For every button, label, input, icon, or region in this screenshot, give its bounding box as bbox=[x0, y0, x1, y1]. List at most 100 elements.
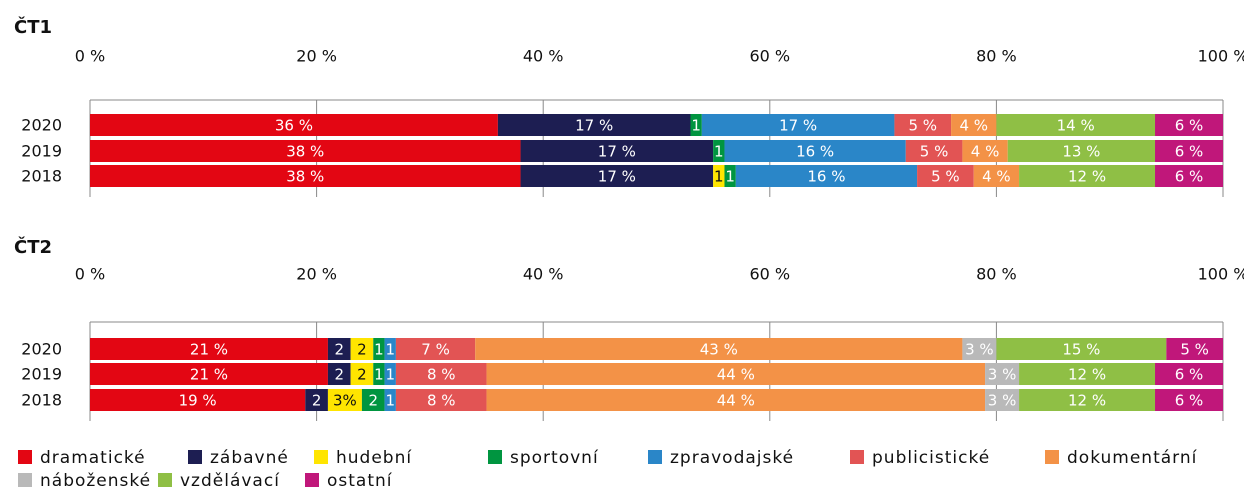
data-label: 2 bbox=[357, 366, 367, 384]
data-label: 44 % bbox=[717, 392, 755, 410]
bar-segment bbox=[1019, 389, 1156, 411]
y-tick-label: 2018 bbox=[21, 391, 62, 410]
bar-segment bbox=[1155, 389, 1223, 411]
legend-swatch bbox=[18, 473, 32, 487]
data-label: 19 % bbox=[179, 392, 217, 410]
legend-label: dramatické bbox=[40, 448, 146, 468]
bar-segment bbox=[486, 389, 986, 411]
data-label: 4 % bbox=[971, 143, 1000, 161]
data-label: 38 % bbox=[286, 168, 324, 186]
data-label: 1 bbox=[691, 117, 701, 135]
bar-segment bbox=[384, 363, 396, 385]
bar-segment bbox=[90, 389, 306, 411]
data-label: 21 % bbox=[190, 366, 228, 384]
bar-segment bbox=[951, 114, 997, 136]
chart-title: ČT1 bbox=[14, 16, 52, 38]
x-tick-label: 20 % bbox=[296, 265, 337, 284]
data-label: 6 % bbox=[1175, 143, 1204, 161]
x-tick-label: 40 % bbox=[523, 47, 564, 66]
bar-segment bbox=[327, 338, 351, 360]
bar-segment bbox=[90, 140, 521, 162]
data-label: 4 % bbox=[959, 117, 988, 135]
bar-segment bbox=[985, 389, 1020, 411]
bar-segment bbox=[973, 165, 1020, 187]
bar-segment bbox=[305, 389, 328, 411]
data-label: 21 % bbox=[190, 341, 228, 359]
bar-segment bbox=[520, 165, 714, 187]
data-label: 16 % bbox=[796, 143, 834, 161]
data-label: 2 bbox=[368, 392, 378, 410]
legend-label: sportovní bbox=[510, 448, 599, 468]
x-tick-label: 40 % bbox=[523, 265, 564, 284]
bar-segment bbox=[361, 389, 385, 411]
bar-segment bbox=[996, 114, 1156, 136]
bar-segment bbox=[475, 338, 963, 360]
y-tick-label: 2019 bbox=[21, 142, 62, 161]
bar-segment bbox=[1155, 140, 1223, 162]
y-tick-label: 2019 bbox=[21, 365, 62, 384]
bar-segment bbox=[350, 363, 374, 385]
data-label: 17 % bbox=[598, 143, 636, 161]
data-label: 1 bbox=[385, 392, 395, 410]
data-label: 14 % bbox=[1057, 117, 1095, 135]
x-tick-label: 0 % bbox=[75, 265, 105, 284]
legend-swatch bbox=[18, 450, 32, 464]
legend-label: publicistické bbox=[872, 448, 990, 468]
data-label: 8 % bbox=[427, 392, 456, 410]
bar-segment bbox=[520, 140, 714, 162]
bar-segment bbox=[1155, 114, 1223, 136]
data-label: 5 % bbox=[931, 168, 960, 186]
chart-title: ČT2 bbox=[14, 236, 52, 258]
bar-segment bbox=[701, 114, 895, 136]
bar-segment bbox=[1155, 165, 1223, 187]
y-tick-label: 2018 bbox=[21, 167, 62, 186]
bar-segment bbox=[724, 165, 736, 187]
data-label: 7 % bbox=[421, 341, 450, 359]
bar-segment bbox=[90, 363, 328, 385]
legend-label: vzdělávací bbox=[180, 471, 280, 488]
bar-segment bbox=[690, 114, 702, 136]
data-label: 5 % bbox=[908, 117, 937, 135]
x-tick-label: 80 % bbox=[976, 265, 1017, 284]
data-label: 38 % bbox=[286, 143, 324, 161]
bar-segment bbox=[713, 140, 725, 162]
data-label: 15 % bbox=[1062, 341, 1100, 359]
y-tick-label: 2020 bbox=[21, 116, 62, 135]
bar-segment bbox=[395, 389, 487, 411]
x-tick-label: 20 % bbox=[296, 47, 337, 66]
data-label: 13 % bbox=[1062, 143, 1100, 161]
data-label: 1 bbox=[374, 341, 384, 359]
data-label: 3 % bbox=[988, 392, 1017, 410]
bar-segment bbox=[395, 363, 487, 385]
data-label: 2 bbox=[334, 341, 344, 359]
y-tick-label: 2020 bbox=[21, 340, 62, 359]
legend-swatch bbox=[188, 450, 202, 464]
data-label: 1 bbox=[725, 168, 735, 186]
data-label: 6 % bbox=[1175, 366, 1204, 384]
data-label: 2 bbox=[312, 392, 322, 410]
bar-segment bbox=[90, 114, 498, 136]
bar-segment bbox=[486, 363, 986, 385]
data-label: 16 % bbox=[807, 168, 845, 186]
data-label: 5 % bbox=[1180, 341, 1209, 359]
data-label: 3% bbox=[333, 392, 357, 410]
legend-label: hudební bbox=[336, 448, 412, 468]
data-label: 12 % bbox=[1068, 168, 1106, 186]
bar-segment bbox=[962, 338, 997, 360]
data-label: 36 % bbox=[275, 117, 313, 135]
bar-segment bbox=[894, 114, 952, 136]
data-label: 6 % bbox=[1175, 168, 1204, 186]
legend-swatch bbox=[1045, 450, 1059, 464]
data-label: 3 % bbox=[988, 366, 1017, 384]
data-label: 5 % bbox=[920, 143, 949, 161]
data-label: 12 % bbox=[1068, 392, 1106, 410]
x-tick-label: 100 % bbox=[1198, 47, 1244, 66]
data-label: 43 % bbox=[700, 341, 738, 359]
bar-segment bbox=[90, 165, 521, 187]
bar-segment bbox=[327, 389, 362, 411]
bar-segment bbox=[1155, 363, 1223, 385]
bar-segment bbox=[996, 338, 1167, 360]
data-label: 6 % bbox=[1175, 117, 1204, 135]
data-label: 17 % bbox=[598, 168, 636, 186]
